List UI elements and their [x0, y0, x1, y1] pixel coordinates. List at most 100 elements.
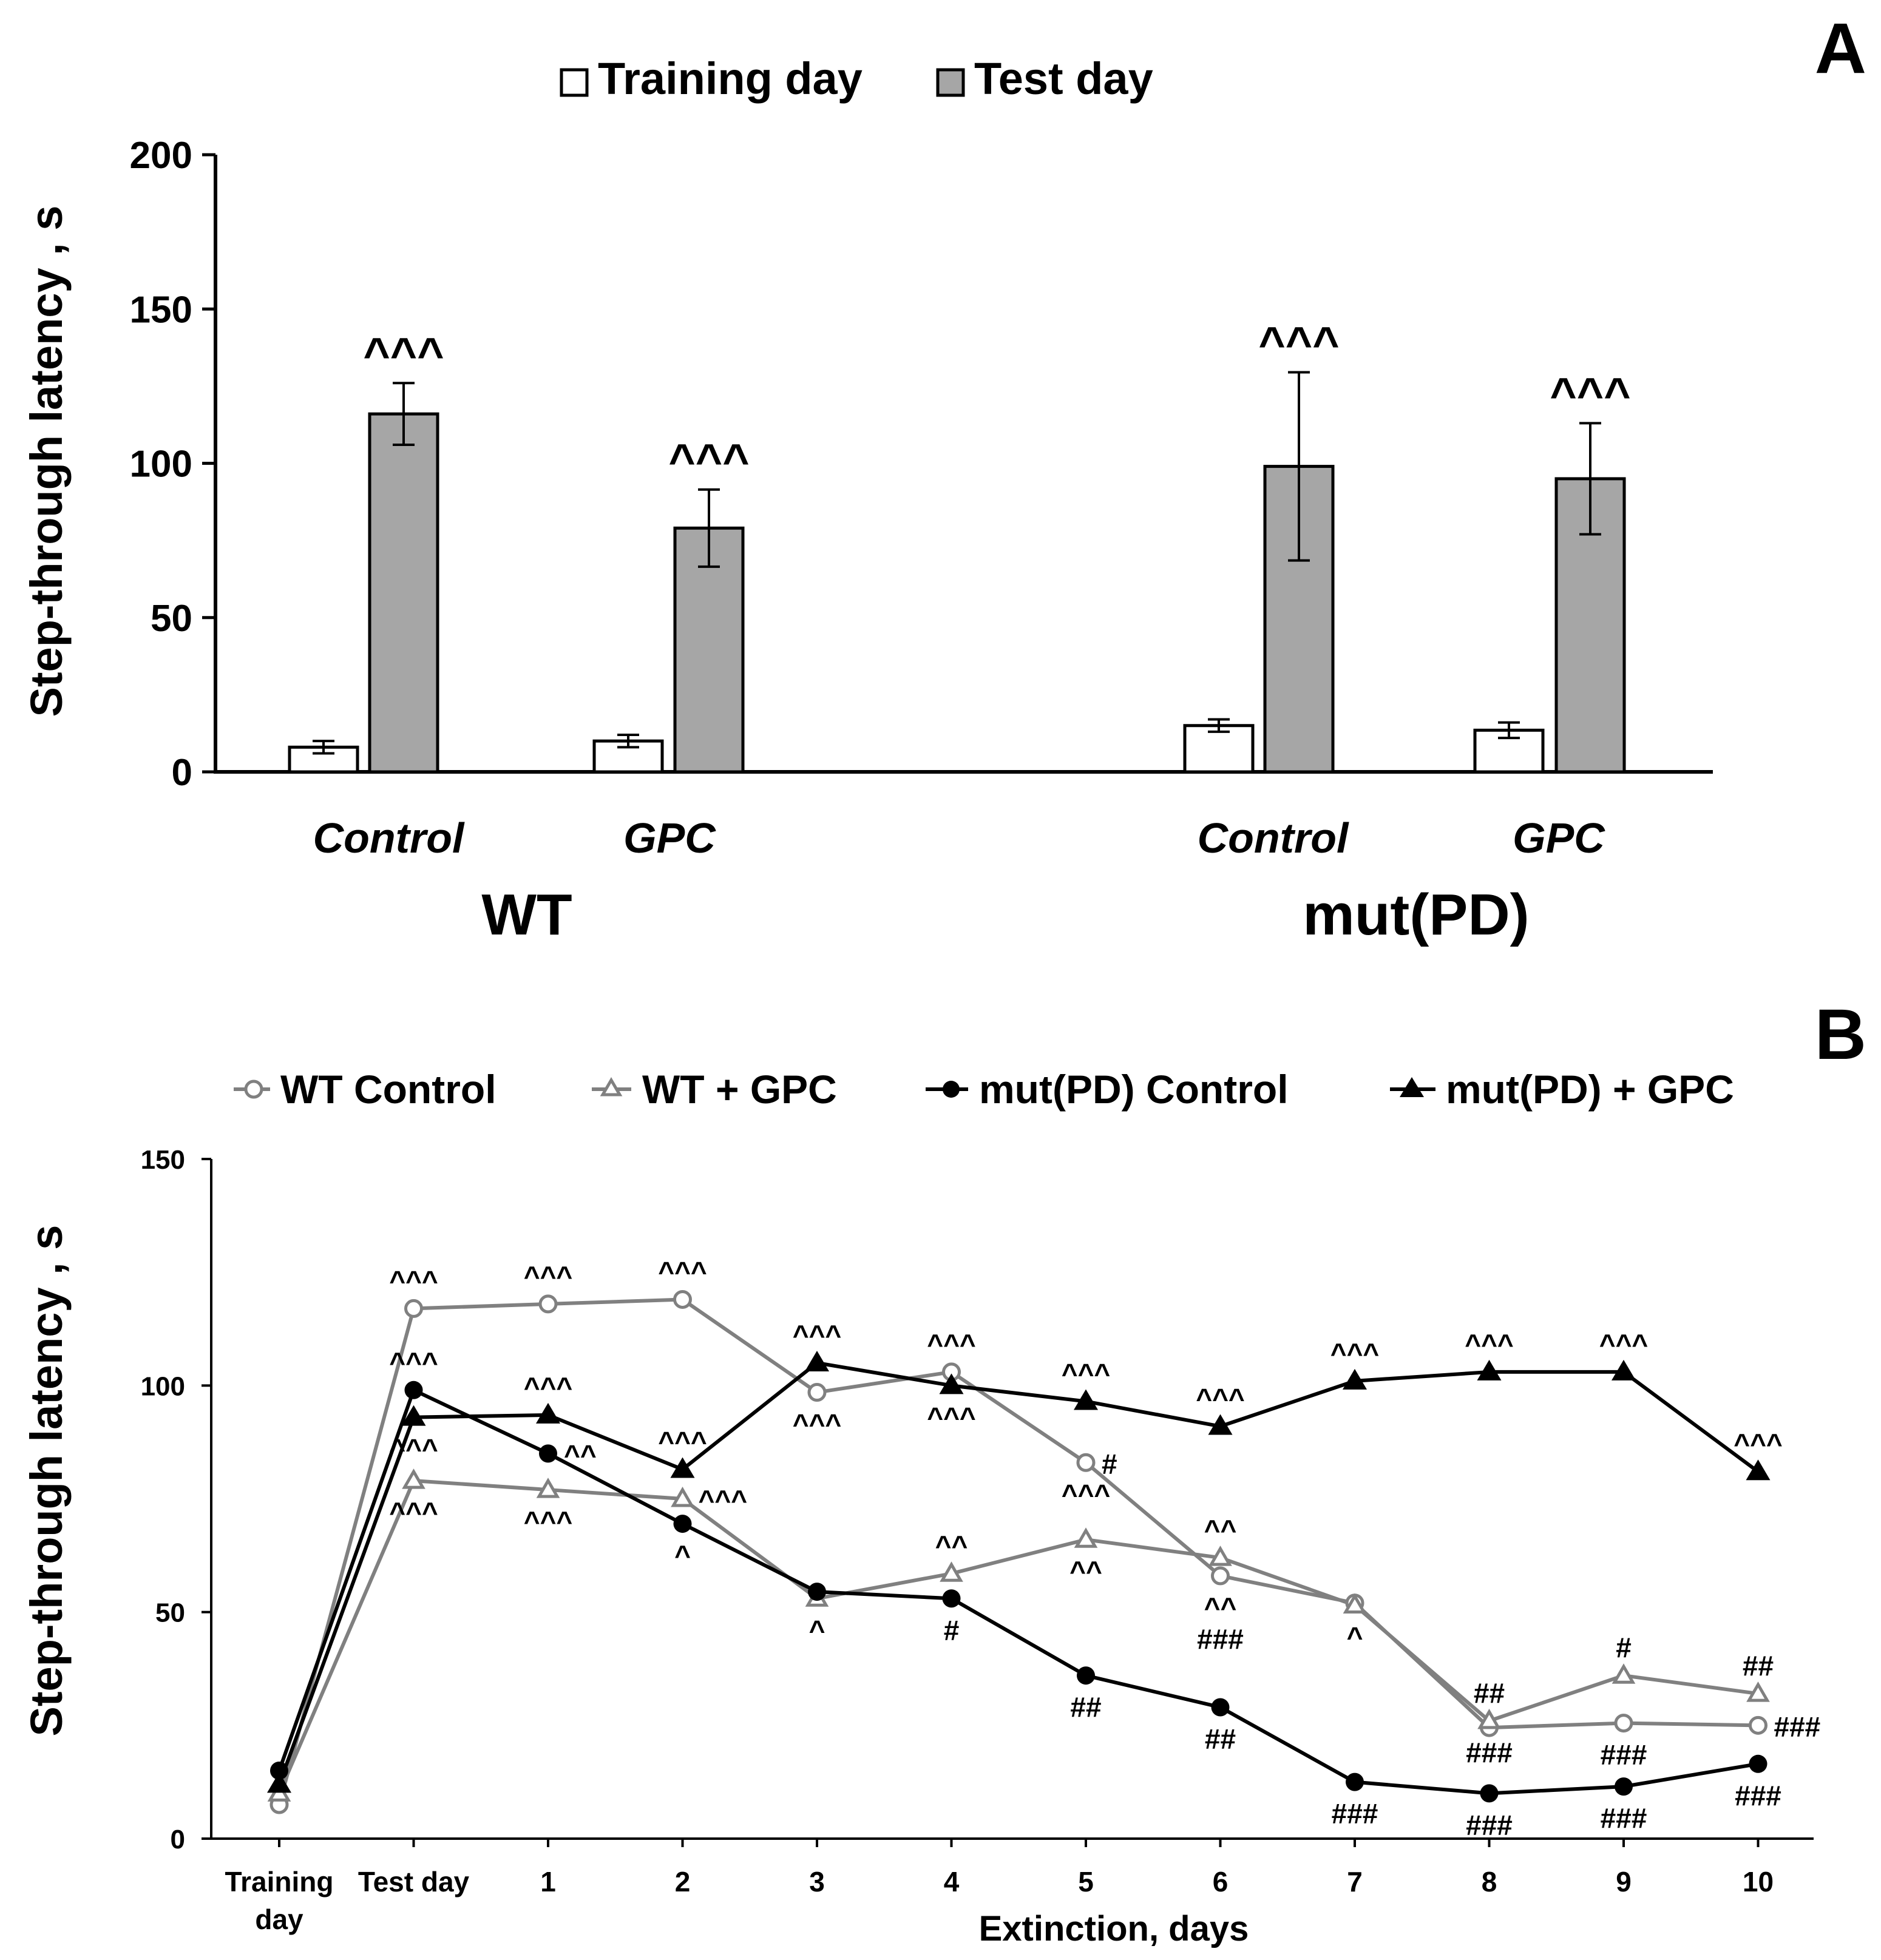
panel-b-xtick-label: 3 [809, 1866, 825, 1897]
significance-mark: ^^ [935, 1530, 968, 1561]
data-point-s3 [267, 1772, 291, 1793]
data-point-s1 [1343, 1593, 1367, 1614]
significance-mark: ### [1735, 1780, 1781, 1811]
data-point-s2 [1211, 1698, 1230, 1717]
significance-mark: ^^^ [1599, 1328, 1649, 1360]
panel-a-ytick-label: 50 [151, 598, 192, 640]
series-line-1 [277, 1479, 1758, 1794]
panel-b-xtick-label: day [255, 1904, 303, 1935]
significance-mark: ^^ [1204, 1514, 1237, 1546]
panel-b-xtick-label: 2 [675, 1866, 691, 1897]
panel-b-ytick-label: 100 [141, 1371, 185, 1401]
data-point-s2 [1077, 1666, 1095, 1685]
significance-mark: ^^ [1069, 1555, 1102, 1587]
bar-training-g1-i0 [1183, 724, 1255, 774]
significance-mark: ## [1070, 1691, 1101, 1723]
data-point-s0 [807, 1383, 827, 1402]
bar-test-g1-i1 [1554, 477, 1626, 774]
significance-mark: ^^ [564, 1439, 597, 1470]
data-point-s0 [673, 1289, 692, 1309]
panel-b-ytick-label: 50 [155, 1598, 185, 1628]
data-point-s3 [1612, 1359, 1636, 1380]
significance-mark: ### [1601, 1739, 1647, 1771]
bar-test-g0-i0 [368, 412, 439, 774]
wt-gpc-label: GPC [623, 814, 716, 862]
data-point-s2 [808, 1583, 826, 1601]
panel-b-letter: B [1815, 995, 1866, 1075]
data-point-s1 [671, 1486, 694, 1507]
panel-a-ylabel: Step-through latency , s [21, 206, 72, 717]
panel-b-xtick-label: Test day [358, 1866, 470, 1897]
panel-b-xtick-label: 4 [944, 1866, 960, 1897]
legend-label-mut-control: mut(PD) Control [979, 1067, 1289, 1112]
panel-b-xtick-label: 6 [1213, 1866, 1229, 1897]
panel-b-xtick-label: Training [225, 1866, 334, 1897]
significance-mark: ^^^ [363, 328, 444, 380]
panel-a-ytick-label: 100 [130, 444, 192, 485]
significance-mark: ^^^ [1465, 1328, 1514, 1360]
data-point-s2 [942, 1589, 961, 1608]
panel-a-ytick-label: 200 [130, 135, 192, 177]
mut-control-label: Control [1198, 814, 1349, 862]
mut-group-label: mut(PD) [1303, 882, 1529, 947]
panel-b-ylabel: Step-through latency , s [21, 1225, 72, 1737]
panel-b-xtick-label: 5 [1078, 1866, 1094, 1897]
panel-b-xtick-label: 1 [540, 1866, 556, 1897]
legend-swatch-training [560, 68, 589, 97]
significance-mark: ^^^ [524, 1371, 573, 1403]
significance-mark: ^^^ [699, 1484, 748, 1516]
panel-b-legend: WT Control WT + GPC mut(PD) Control mut(… [234, 1067, 1734, 1112]
significance-mark: ### [1601, 1802, 1647, 1834]
series-line-3 [277, 1361, 1760, 1785]
data-point-s3 [401, 1405, 426, 1426]
series-line-2 [277, 1388, 1758, 1796]
data-point-s0 [1614, 1714, 1633, 1733]
data-point-s3 [939, 1373, 964, 1394]
mut-gpc-label: GPC [1513, 814, 1605, 862]
significance-mark: ## [1474, 1677, 1505, 1709]
legend-marker-wt-control [244, 1080, 263, 1099]
significance-mark: ## [1743, 1650, 1774, 1681]
significance-mark: ^ [809, 1614, 825, 1646]
significance-mark: ### [1774, 1711, 1821, 1742]
legend-label-wt-gpc: WT + GPC [642, 1067, 837, 1112]
panel-b-xtick-label: 8 [1482, 1866, 1497, 1897]
significance-mark: # [1616, 1632, 1632, 1663]
data-point-s3 [1208, 1414, 1233, 1435]
significance-mark: ^^^ [927, 1401, 976, 1433]
data-point-s1 [1612, 1663, 1636, 1684]
data-point-s3 [1746, 1459, 1771, 1481]
legend-marker-wt-gpc [600, 1077, 623, 1097]
significance-mark: ^^^ [793, 1319, 842, 1351]
significance-mark: ### [1332, 1798, 1378, 1830]
panel-b-ytick-label: 150 [141, 1145, 185, 1175]
significance-mark: ^^^ [389, 1265, 438, 1296]
data-point-s2 [1480, 1784, 1499, 1803]
legend-marker-mut-gpc [1400, 1077, 1424, 1097]
data-point-s1 [1208, 1546, 1232, 1566]
significance-mark: ^^^ [1258, 317, 1339, 369]
significance-mark: ^^^ [793, 1408, 842, 1440]
significance-mark: ^^^ [658, 1425, 707, 1457]
significance-mark: ### [1466, 1809, 1513, 1840]
data-point-s1 [1074, 1527, 1098, 1548]
data-point-s0 [1749, 1715, 1767, 1735]
data-point-s1 [1746, 1681, 1770, 1702]
legend-marker-mut-control [943, 1081, 960, 1098]
data-point-s2 [270, 1762, 288, 1780]
legend-label-test: Test day [974, 53, 1153, 104]
data-point-s1 [940, 1561, 963, 1582]
significance-mark: ^^^ [658, 1255, 707, 1287]
data-point-s3 [1477, 1359, 1502, 1380]
significance-mark: ^^^ [524, 1505, 573, 1537]
significance-mark: ## [1205, 1723, 1236, 1754]
data-point-s2 [1346, 1772, 1364, 1791]
panel-b-ytick-label: 0 [171, 1825, 185, 1854]
legend-label-wt-control: WT Control [280, 1067, 497, 1112]
data-point-s0 [1076, 1453, 1096, 1472]
significance-mark: # [944, 1614, 960, 1646]
bar-test-g0-i1 [673, 526, 745, 774]
panel-a-ytick-label: 150 [130, 289, 192, 331]
data-point-s3 [1074, 1389, 1098, 1410]
